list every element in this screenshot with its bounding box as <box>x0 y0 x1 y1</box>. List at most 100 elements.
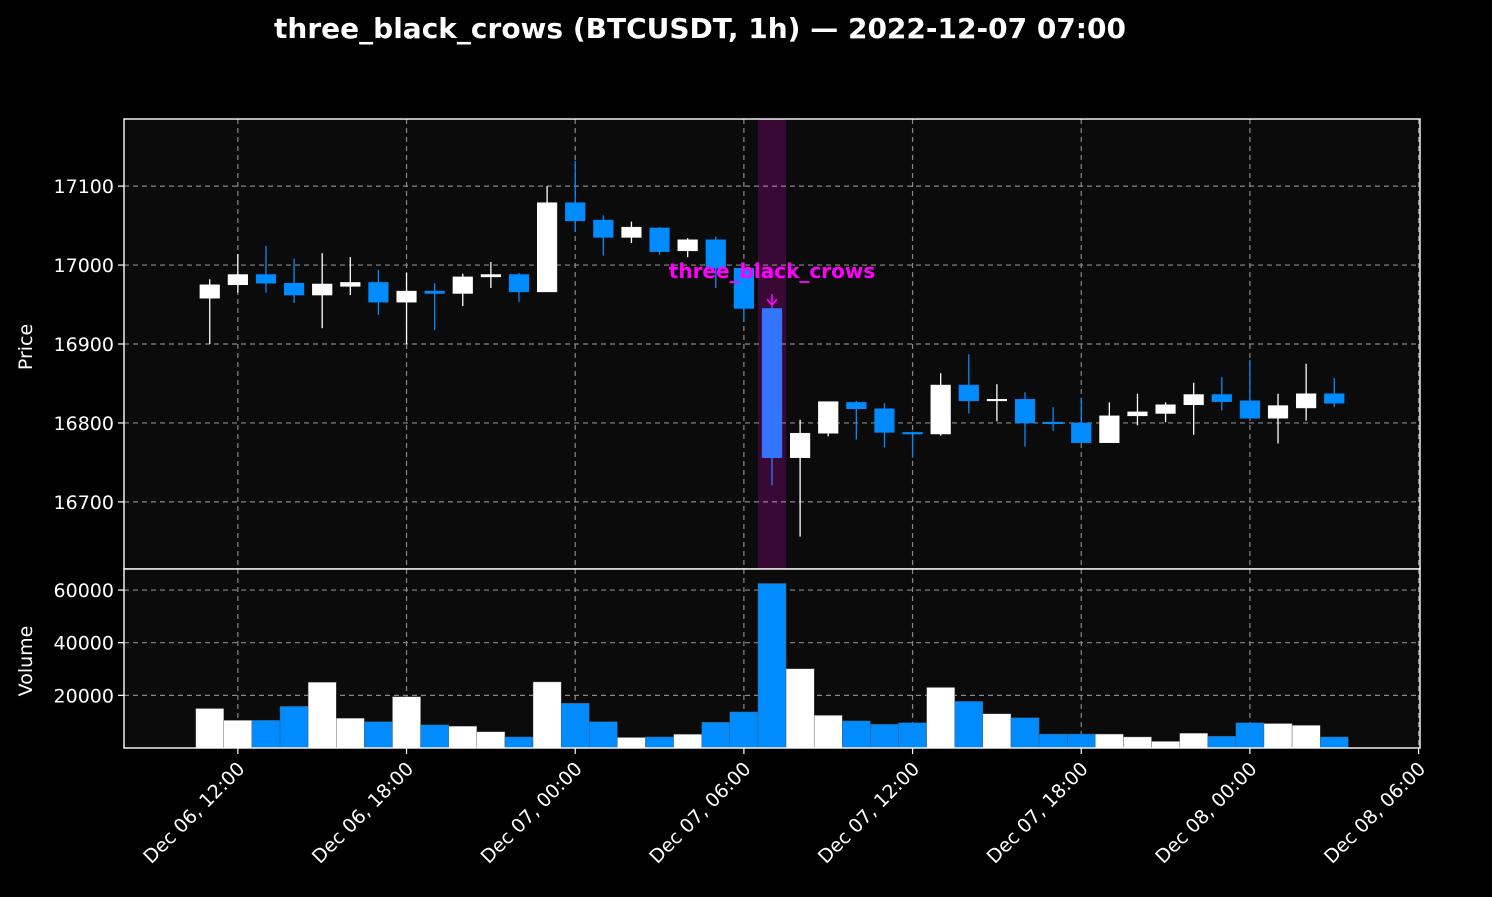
price-tick-label: 16900 <box>54 334 114 356</box>
volume-bar <box>729 711 759 749</box>
volume-bar <box>645 736 674 749</box>
volume-tick-label: 40000 <box>54 633 114 655</box>
candle-body <box>1239 400 1261 419</box>
volume-bar <box>701 722 731 749</box>
volume-bar <box>1263 723 1293 749</box>
candle-body <box>1296 393 1317 409</box>
candle-body <box>649 227 670 252</box>
price-tick-label: 16700 <box>54 492 114 514</box>
volume-tick-label: 60000 <box>54 580 114 602</box>
candle-body <box>424 290 445 294</box>
volume-bar <box>1151 741 1180 749</box>
candle-body <box>199 284 220 299</box>
x-tick-label: Dec 07, 06:00 <box>645 758 755 868</box>
candle-body <box>874 408 895 433</box>
candle-body <box>677 239 698 252</box>
volume-bar <box>1291 725 1321 749</box>
candle-body <box>1183 394 1204 406</box>
candle-body <box>790 432 811 458</box>
volume-bar <box>1066 733 1096 749</box>
candle-body <box>1127 411 1148 417</box>
candle-body <box>593 219 614 238</box>
volume-bar <box>926 687 955 749</box>
candle-body <box>1014 399 1036 424</box>
price-panel: 16700 16800 16900 17000 17100 three_black_cro… <box>54 118 1421 570</box>
x-tick-label: Dec 07, 18:00 <box>983 758 1093 868</box>
volume-bar <box>1010 717 1040 749</box>
candle-body <box>283 282 305 296</box>
candle-body <box>1155 404 1176 414</box>
volume-bar <box>420 724 449 749</box>
pattern-annotation-label: three_black_crows <box>669 259 875 283</box>
candle-body <box>312 283 333 296</box>
candle-body <box>508 274 530 293</box>
volume-bar <box>1123 736 1152 749</box>
price-tick-label: 17000 <box>54 255 114 277</box>
candle-body <box>1071 422 1092 443</box>
volume-panel-frame <box>123 568 1421 749</box>
volume-bar <box>279 706 309 749</box>
x-tick-label: Dec 06, 12:00 <box>139 758 249 868</box>
candle-body <box>452 276 473 294</box>
volume-bar <box>336 718 365 749</box>
volume-bar <box>1038 733 1068 749</box>
volume-bar <box>1207 735 1237 749</box>
volume-bar <box>504 736 534 749</box>
volume-bar <box>785 668 815 749</box>
x-tick-label: Dec 08, 00:00 <box>1151 758 1261 868</box>
volume-bar <box>898 722 927 749</box>
volume-bar <box>982 713 1012 749</box>
candle-body <box>1267 405 1289 419</box>
x-tick-label: Dec 06, 18:00 <box>308 758 418 868</box>
volume-bar <box>251 720 281 749</box>
volume-bar <box>954 701 984 749</box>
price-tick-label: 16800 <box>54 413 114 435</box>
x-tick-label: Dec 07, 00:00 <box>477 758 587 868</box>
volume-bar <box>842 720 871 749</box>
candle-body <box>340 282 361 287</box>
volume-tick-label: 20000 <box>54 685 114 707</box>
candle-body <box>1043 421 1064 425</box>
volume-bar <box>195 708 225 749</box>
volume-bar <box>1095 733 1124 749</box>
candle-body <box>930 384 951 435</box>
candle-body <box>227 274 248 286</box>
volume-bar <box>1179 733 1208 749</box>
price-tick-label: 17100 <box>54 176 114 198</box>
volume-bar <box>364 721 393 749</box>
candle-body <box>902 432 923 435</box>
candle-body <box>958 384 979 402</box>
volume-bar <box>757 583 787 749</box>
candle-body <box>733 267 754 309</box>
candle-body <box>1324 393 1345 404</box>
volume-bar <box>673 734 702 749</box>
volume-bar <box>476 731 506 749</box>
candle-body <box>986 399 1007 402</box>
volume-bar <box>589 721 618 749</box>
chart-title: three_black_crows (BTCUSDT, 1h) — 2022-1… <box>274 12 1126 45</box>
candle-body <box>621 226 642 238</box>
volume-bar <box>560 703 590 749</box>
candle-body <box>705 239 726 269</box>
pattern-annotation-arrowhead <box>766 298 778 307</box>
candle-body <box>565 202 586 222</box>
volume-panel: 20000 40000 60000 Dec 06, 12:00 Dec 06, 18:0… <box>54 568 1430 868</box>
candle-body <box>818 401 839 434</box>
volume-bar <box>617 737 646 749</box>
candle-body <box>761 308 783 458</box>
x-tick-label: Dec 08, 06:00 <box>1320 758 1430 868</box>
candle-body <box>255 274 277 284</box>
candle-body <box>368 282 389 303</box>
candle-body <box>1211 394 1232 402</box>
volume-bar <box>448 725 478 749</box>
volume-bar <box>870 724 899 749</box>
candle-body <box>396 290 417 303</box>
volume-axis-label: Volume <box>15 626 37 697</box>
volume-bar <box>223 720 253 749</box>
volume-bar <box>532 681 562 749</box>
candle-body <box>1099 415 1120 443</box>
price-axis-label: Price <box>15 324 37 370</box>
volume-bar <box>392 696 421 749</box>
candle-body <box>480 274 501 278</box>
